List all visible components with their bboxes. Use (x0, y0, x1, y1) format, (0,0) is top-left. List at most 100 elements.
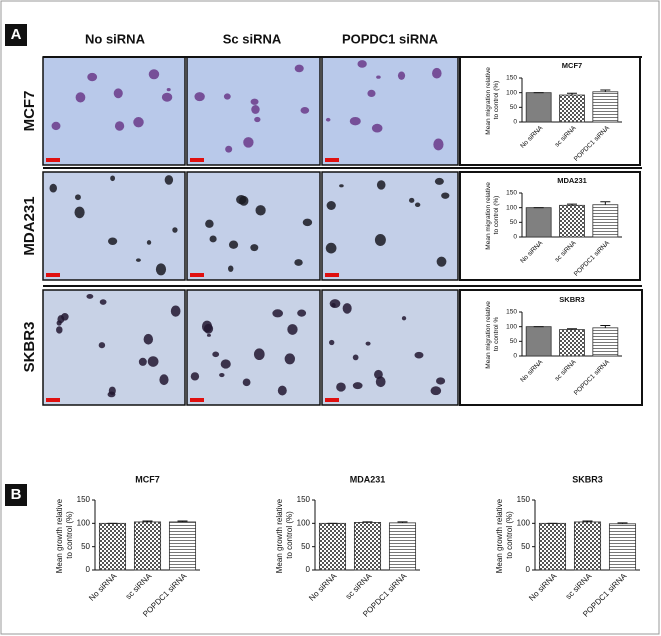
bar (608, 523, 637, 571)
y-tick-label: 150 (506, 309, 517, 316)
error-bar (600, 324, 611, 328)
error-bar (142, 520, 153, 522)
cell (365, 341, 371, 346)
cell (254, 116, 261, 123)
cell (164, 175, 174, 185)
y-axis-label: Mean growth relative to control (%) (275, 497, 294, 573)
cell (339, 184, 344, 188)
column-header: Sc siRNA (223, 31, 282, 46)
cell (294, 259, 303, 266)
cell (147, 356, 159, 367)
bar (353, 522, 382, 571)
cell (87, 72, 98, 82)
scale-bar (190, 398, 204, 402)
scale-bar (46, 398, 60, 402)
cell (138, 357, 147, 366)
cell (75, 194, 81, 201)
y-tick-label: 0 (306, 565, 311, 574)
error-bar (600, 89, 611, 92)
y-axis-label: Mean migration relative to control (%) (485, 65, 500, 134)
y-tick-label: 50 (510, 104, 518, 111)
cell (172, 227, 178, 233)
cell (374, 234, 386, 246)
y-tick-label: 150 (506, 75, 517, 82)
y-tick-label: 50 (301, 542, 310, 551)
cell (56, 326, 63, 334)
cell (236, 195, 247, 205)
cell (408, 197, 415, 203)
cell (326, 200, 336, 210)
cell (219, 373, 225, 378)
y-tick-label: 0 (86, 565, 91, 574)
cell (170, 305, 181, 317)
bar (525, 326, 552, 357)
cell (352, 382, 363, 390)
cell (228, 240, 239, 249)
y-tick-label: 0 (513, 234, 517, 241)
cell (376, 75, 381, 79)
error-bar (177, 520, 188, 522)
cell (436, 377, 446, 385)
cell (352, 354, 359, 361)
error-bar (567, 328, 577, 330)
y-tick-label: 100 (506, 323, 517, 330)
cell (108, 386, 116, 395)
scale-bar (46, 273, 60, 277)
y-tick-label: 100 (506, 89, 517, 96)
cell (242, 378, 251, 387)
cell (414, 351, 424, 359)
cell (328, 339, 335, 346)
y-axis-label: Mean growth relative to control (%) (55, 497, 74, 573)
cell (302, 218, 313, 227)
cell (135, 258, 141, 262)
bar (559, 204, 585, 238)
row-label: MDA231 (21, 196, 38, 255)
panel-label-box (5, 484, 27, 506)
cell (205, 219, 214, 228)
cell (375, 376, 386, 388)
cell (297, 309, 307, 317)
cell (300, 106, 310, 114)
y-tick-label: 50 (510, 219, 518, 226)
bar (388, 522, 417, 571)
y-tick-label: 0 (513, 119, 517, 126)
cell (253, 348, 265, 361)
cell (220, 359, 231, 369)
panel-label-box (5, 24, 27, 46)
bar (559, 94, 585, 123)
cell (114, 121, 125, 131)
chart-title: MCF7 (135, 474, 160, 484)
y-tick-label: 100 (297, 518, 311, 527)
cell (49, 183, 57, 193)
cell (401, 316, 407, 321)
chart-title: SKBR3 (559, 295, 584, 304)
bar (525, 207, 552, 238)
cell (250, 244, 259, 252)
chart-title: MDA231 (557, 176, 587, 185)
bar (592, 204, 619, 238)
cell (51, 121, 61, 131)
cell (357, 60, 367, 68)
scale-bar (325, 273, 339, 277)
cell (325, 242, 337, 254)
cell (251, 105, 260, 114)
cell (228, 265, 234, 272)
cell (99, 299, 107, 305)
cell (349, 116, 361, 126)
cell (436, 256, 447, 267)
cell (113, 88, 123, 99)
cell (342, 303, 352, 314)
scale-bar (325, 398, 339, 402)
cell (367, 89, 376, 98)
error-bar (567, 92, 577, 96)
cell (284, 353, 296, 365)
y-axis-label: Mean migration relative to control % (485, 299, 500, 368)
micrographs (42, 56, 459, 406)
error-bar (617, 522, 628, 524)
y-tick-label: 0 (526, 565, 531, 574)
y-tick-label: 100 (506, 204, 517, 211)
chart-title: MDA231 (350, 474, 386, 484)
error-bar (582, 520, 593, 522)
cell (250, 98, 259, 105)
